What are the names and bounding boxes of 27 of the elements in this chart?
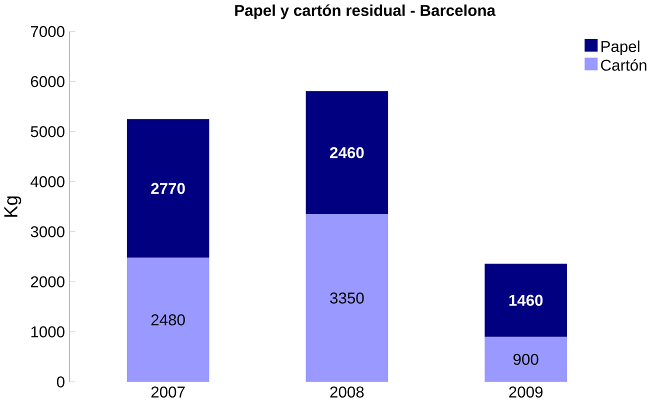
y-tick-label: 7000	[30, 26, 64, 38]
data-label: 1460	[509, 294, 543, 306]
y-axis-title: Kg	[4, 196, 22, 217]
bar	[484, 336, 567, 382]
x-tick-label: 2009	[509, 386, 543, 398]
legend-label: Cartón	[601, 59, 646, 71]
y-tick-label: 2000	[30, 276, 64, 288]
bar	[126, 258, 210, 382]
x-tick-label: 2007	[151, 386, 185, 398]
data-label: 2770	[151, 182, 185, 194]
y-tick-label: 0	[56, 376, 64, 388]
bar	[306, 214, 388, 382]
y-tick-label: 6000	[30, 76, 64, 88]
bar	[306, 91, 388, 214]
data-label: 3350	[330, 292, 364, 304]
chart-title: Papel y cartón residual - Barcelona	[235, 4, 496, 20]
y-tick-label: 4000	[30, 176, 64, 188]
bar	[126, 119, 210, 258]
legend-label: Papel	[602, 40, 640, 56]
y-tick-label: 3000	[30, 226, 64, 238]
y-tick-label: 5000	[30, 126, 64, 138]
data-label: 2480	[151, 314, 185, 326]
y-tick-label: 1000	[31, 326, 64, 338]
bar	[484, 264, 567, 337]
x-tick-label: 2008	[330, 386, 364, 398]
data-label: 900	[513, 354, 538, 365]
data-label: 2460	[330, 147, 364, 158]
